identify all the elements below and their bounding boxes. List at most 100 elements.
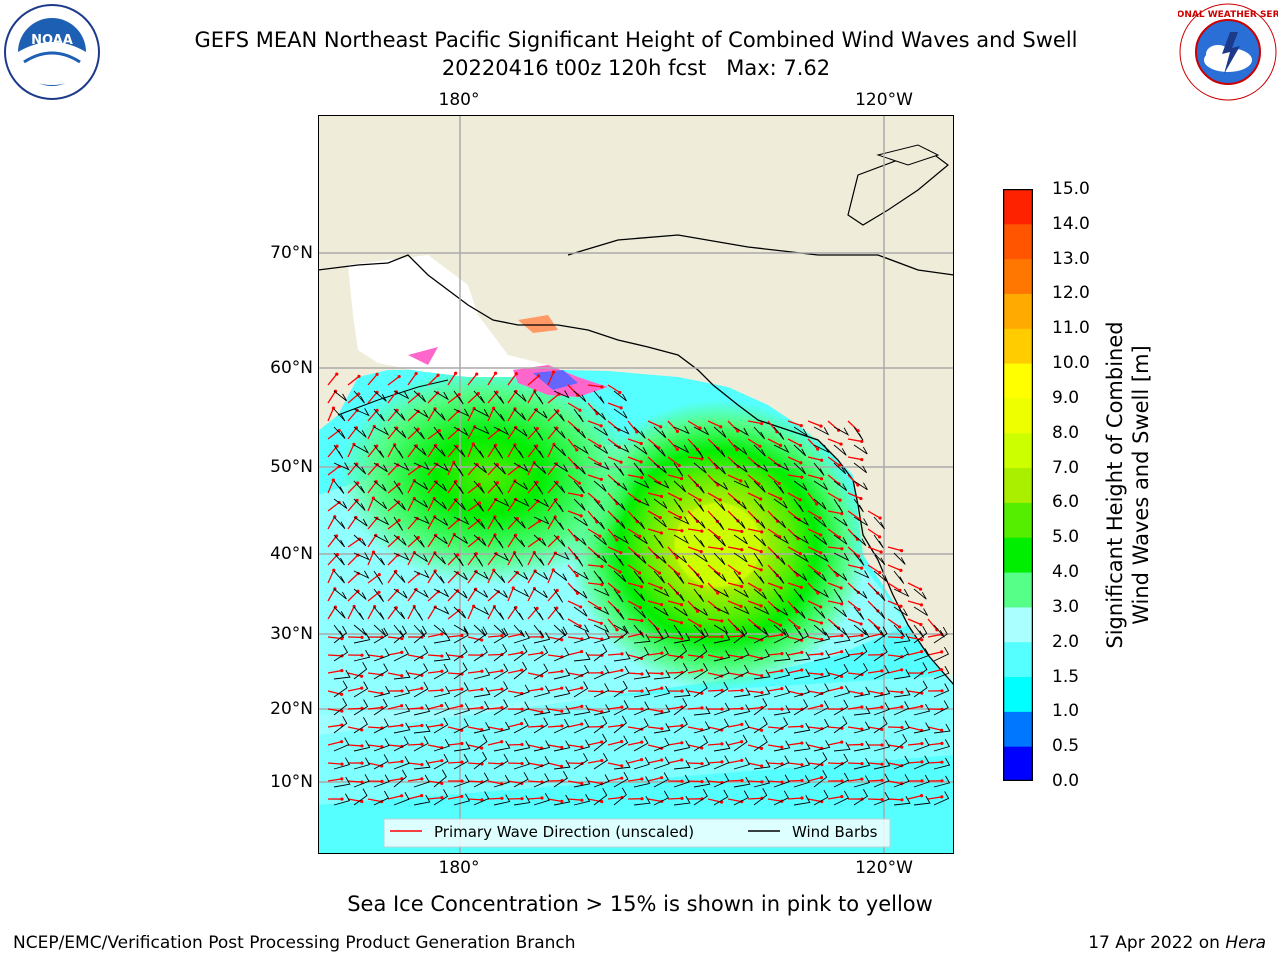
wave-arrow	[527, 652, 542, 656]
wave-arrow	[407, 762, 422, 766]
wave-arrow-head	[737, 500, 741, 504]
wind-barb	[413, 663, 429, 680]
wave-arrow-head	[920, 741, 924, 746]
wave-arrow-head	[860, 742, 864, 747]
wave-arrow-head	[360, 686, 364, 690]
wave-arrow-head	[439, 704, 444, 708]
wind-barb	[493, 643, 508, 662]
wave-arrow-head	[440, 759, 444, 763]
wave-arrow	[727, 759, 742, 764]
wave-arrow-head	[775, 430, 779, 434]
wave-arrow-head	[615, 538, 619, 542]
wave-arrow-head	[493, 371, 498, 375]
wind-barb	[513, 444, 524, 459]
wave-arrow	[867, 528, 880, 538]
colorbar-tick-label: 2.0	[1052, 631, 1080, 652]
wind-barb	[353, 681, 369, 698]
wave-arrow-head	[680, 689, 684, 693]
wind-barb	[793, 444, 807, 457]
wave-arrow	[507, 723, 522, 728]
wind-barb	[553, 570, 568, 581]
wind-barb	[733, 720, 750, 734]
wind-barb	[533, 705, 551, 716]
wind-barb	[873, 686, 891, 698]
wind-barb	[853, 758, 871, 770]
wave-arrow-head	[477, 482, 481, 487]
wind-barb	[813, 624, 827, 636]
wave-arrow	[327, 535, 338, 548]
wave-arrow	[327, 554, 338, 566]
wave-arrow	[347, 572, 359, 584]
wind-barb	[513, 644, 528, 662]
wave-arrow	[447, 481, 457, 494]
wave-arrow-head	[899, 604, 903, 608]
wave-arrow	[327, 724, 342, 728]
wind-barb	[913, 795, 931, 806]
wave-arrow	[667, 618, 682, 624]
wave-arrow	[467, 670, 482, 674]
wind-barb	[873, 773, 890, 788]
wind-barb	[753, 648, 770, 662]
wind-barb	[573, 552, 584, 567]
wave-arrow	[367, 762, 382, 767]
wave-arrow-head	[899, 549, 904, 553]
lon-label-bottom-180: 180°	[438, 858, 480, 878]
wind-barb	[633, 686, 651, 698]
wind-barb	[433, 552, 446, 565]
wind-barb	[533, 645, 549, 662]
wave-arrow	[807, 636, 822, 641]
wind-barb	[653, 462, 667, 474]
wind-barb	[373, 698, 388, 716]
wind-barb	[413, 516, 430, 525]
wave-arrow	[747, 690, 762, 694]
wind-barb	[733, 647, 750, 662]
wind-barb	[833, 534, 848, 545]
wave-arrow-head	[760, 674, 764, 678]
wind-barb	[513, 426, 528, 437]
wind-barb	[833, 606, 848, 618]
wind-barb	[633, 735, 649, 752]
wave-arrow	[667, 510, 681, 519]
wind-barb	[493, 534, 504, 549]
wind-barb	[373, 790, 390, 806]
wave-arrow	[627, 778, 642, 782]
wind-barb	[693, 628, 709, 644]
wind-barb	[733, 625, 748, 644]
wind-barb	[553, 668, 571, 680]
wind-barb	[713, 426, 727, 438]
wave-arrow-head	[500, 796, 504, 800]
wave-arrow-head	[440, 723, 444, 727]
wind-barb	[353, 498, 366, 511]
wave-arrow	[447, 519, 459, 530]
wave-arrow	[507, 690, 522, 695]
wave-arrow-head	[620, 705, 624, 709]
wind-barb	[533, 462, 547, 475]
wind-barb	[373, 606, 385, 620]
wave-arrow-head	[840, 686, 844, 690]
wind-barb	[513, 552, 524, 567]
wave-arrow-head	[640, 689, 644, 693]
wave-arrow	[607, 384, 621, 394]
wave-arrow-head	[599, 477, 603, 481]
wind-barb	[733, 534, 748, 545]
wave-arrow	[707, 474, 719, 486]
wave-arrow	[347, 444, 355, 458]
wave-arrow-head	[638, 534, 642, 539]
wind-barb	[393, 756, 410, 770]
wave-arrow-head	[575, 574, 579, 578]
wind-barb	[353, 716, 368, 734]
wave-arrow	[387, 705, 402, 710]
wind-barb	[593, 426, 608, 436]
wave-arrow	[667, 564, 680, 575]
wind-barb	[873, 716, 888, 734]
wave-arrow	[327, 373, 338, 386]
wave-arrow	[627, 456, 642, 463]
wave-arrow	[607, 492, 618, 505]
wave-arrow-head	[412, 604, 416, 609]
wind-barb	[553, 686, 571, 698]
wave-arrow-head	[556, 409, 560, 413]
wind-barb	[433, 516, 449, 526]
wave-arrow	[467, 605, 475, 620]
wave-arrow	[767, 528, 780, 538]
wind-barb	[553, 534, 566, 547]
